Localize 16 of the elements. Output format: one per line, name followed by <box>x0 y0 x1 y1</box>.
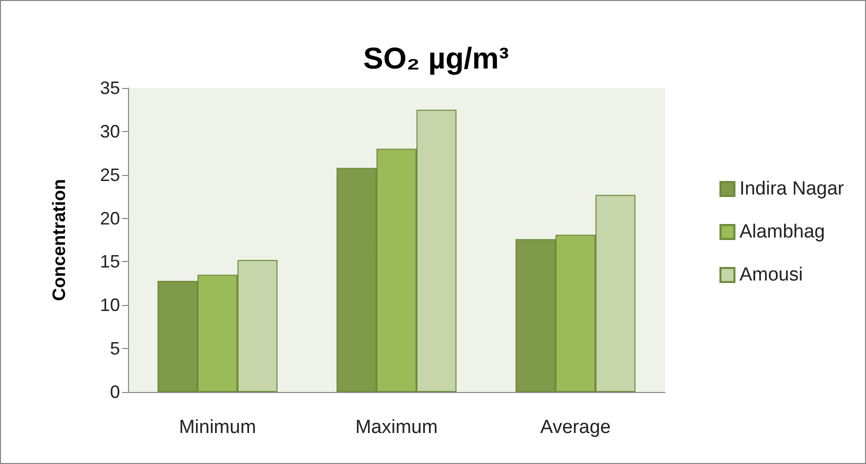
legend-label: Alambhag <box>739 222 826 242</box>
x-tick-label: Minimum <box>178 417 256 438</box>
x-tick-label: Average <box>540 417 611 438</box>
y-tick-label: 20 <box>100 208 120 228</box>
y-tick-label: 5 <box>110 338 120 359</box>
y-axis-title: Concentration <box>49 178 69 302</box>
y-tick-label: 0 <box>110 382 120 402</box>
x-tick-label: Maximum <box>355 417 438 438</box>
chart-title: SO₂ µg/m³ <box>363 42 509 76</box>
y-tick-label: 35 <box>100 78 120 98</box>
y-tick-label: 30 <box>100 121 120 142</box>
legend-label: Amousi <box>739 264 803 286</box>
legend-label: Indira Nagar <box>739 178 845 200</box>
y-tick-label: 15 <box>100 252 120 272</box>
y-tick-label: 10 <box>100 295 120 316</box>
y-tick-label: 25 <box>100 164 120 185</box>
